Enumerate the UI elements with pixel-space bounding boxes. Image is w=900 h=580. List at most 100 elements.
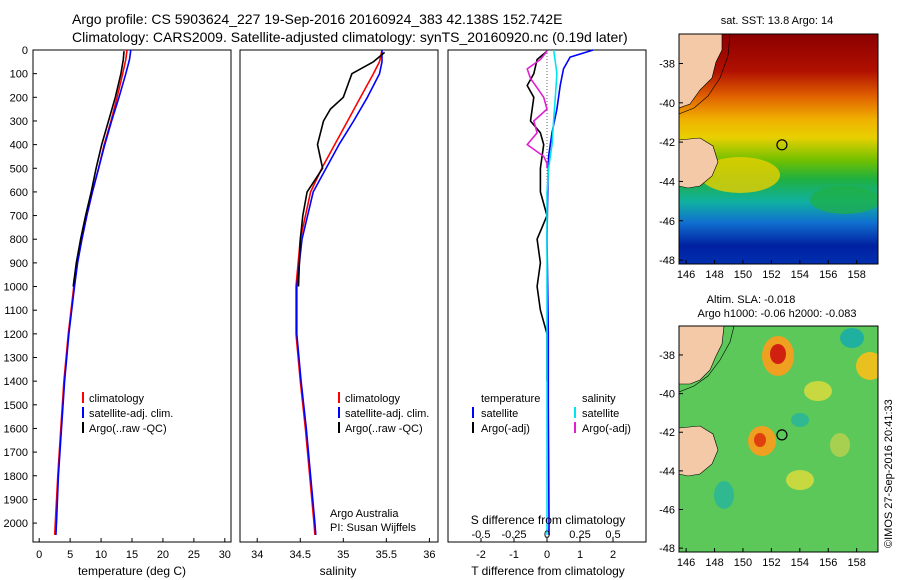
lon-tick-label: 146 bbox=[677, 269, 695, 281]
sla-map-frame bbox=[678, 325, 879, 553]
lat-tick-label: -40 bbox=[659, 389, 675, 401]
legend-label-satellite: satellite-adj. clim. bbox=[89, 408, 173, 420]
sla-land bbox=[679, 326, 725, 385]
x-tick-label: 34.5 bbox=[290, 549, 311, 561]
difference-legend: temperature satellite Argo(-adj) salinit… bbox=[472, 393, 631, 435]
sla-high-4 bbox=[856, 352, 878, 380]
x-tick-label: 20 bbox=[157, 549, 169, 561]
credit-line2: PI: Susan Wijffels bbox=[330, 522, 416, 534]
series-satellite-adj-clim-line bbox=[295, 50, 383, 535]
series-climatology-line bbox=[53, 49, 128, 535]
sla-shelf-contour bbox=[679, 326, 735, 393]
sla-low-2 bbox=[714, 481, 734, 509]
temperature-axes-box bbox=[32, 49, 232, 543]
legend-heading-salinity: salinity bbox=[582, 393, 616, 405]
legend-label-climatology: climatology bbox=[345, 393, 401, 405]
legend-label-t-satellite: satellite bbox=[481, 408, 518, 420]
depth-tick-label: 800 bbox=[10, 234, 28, 246]
imos-timestamp: ©IMOS 27-Sep-2016 20:41:33 bbox=[883, 399, 895, 548]
argo-location-marker bbox=[776, 139, 788, 151]
depth-tick-label: 0 bbox=[22, 45, 28, 57]
x-tick-label: 30 bbox=[219, 549, 231, 561]
sst-map-axes: 146 148 150 152 154 156 158 -38 -40 -42 -44 -46 -48 bbox=[659, 58, 866, 281]
sla-high-6 bbox=[830, 433, 850, 457]
s-tick-label: 0.5 bbox=[605, 529, 620, 541]
s-tick-label: -0.25 bbox=[501, 529, 526, 541]
lat-tick-label: -44 bbox=[659, 466, 675, 478]
s-difference-axis: -0.5 -0.25 0 0.25 0.5 bbox=[472, 529, 621, 541]
sla-high-5 bbox=[786, 470, 814, 490]
difference-panel: -2 -1 0 1 2 -0.5 -0.25 0 0.25 0.5 S difference f… bbox=[447, 49, 647, 578]
s-tick-label: 0 bbox=[544, 529, 550, 541]
credit-line1: Argo Australia bbox=[330, 508, 399, 520]
sst-shelf-contour bbox=[679, 34, 731, 115]
lon-tick-label: 158 bbox=[847, 557, 865, 569]
lat-tick-label: -46 bbox=[659, 505, 675, 517]
lat-tick-label: -44 bbox=[659, 176, 675, 188]
series-argo-raw-qc-line bbox=[297, 51, 386, 287]
x-tick-label: 5 bbox=[67, 549, 73, 561]
temperature-axis: 0 5 10 15 20 25 30 bbox=[36, 538, 231, 561]
figure-title-line2: Climatology: CARS2009. Satellite-adjuste… bbox=[72, 29, 628, 45]
depth-tick-label: 900 bbox=[10, 258, 28, 270]
depth-tick-label: 2000 bbox=[4, 518, 28, 530]
depth-tick-label: 700 bbox=[10, 211, 28, 223]
salinity-panel: 34 34.5 35 35.5 36 salinity climatology sate… bbox=[239, 49, 439, 578]
lon-tick-label: 154 bbox=[791, 557, 809, 569]
lon-tick-label: 148 bbox=[705, 269, 723, 281]
depth-tick-label: 1200 bbox=[4, 329, 28, 341]
salinity-profiles bbox=[295, 49, 386, 535]
depth-tick-label: 600 bbox=[10, 187, 28, 199]
depth-tick-label: 500 bbox=[10, 163, 28, 175]
depth-tick-label: 200 bbox=[10, 92, 28, 104]
lat-tick-label: -48 bbox=[659, 543, 675, 555]
legend-label-t-argo: Argo(-adj) bbox=[481, 423, 530, 435]
series-climatology-line bbox=[295, 49, 383, 535]
lon-tick-label: 150 bbox=[734, 269, 752, 281]
x-tick-label: 2 bbox=[610, 549, 616, 561]
x-tick-label: 15 bbox=[126, 549, 138, 561]
sla-low-1 bbox=[840, 328, 864, 348]
sst-land bbox=[679, 34, 723, 109]
sst-map: sat. SST: 13.8 Argo: 14 146 148 150 152 154 1… bbox=[659, 15, 879, 281]
sla-low-3 bbox=[791, 413, 809, 427]
legend-label-argo: Argo(..raw -QC) bbox=[345, 423, 423, 435]
lon-tick-label: 146 bbox=[677, 557, 695, 569]
difference-axis: -2 -1 0 1 2 bbox=[476, 538, 616, 561]
lon-tick-label: 152 bbox=[762, 557, 780, 569]
sla-map-title-line1: Altim. SLA: -0.018 bbox=[707, 294, 796, 306]
x-tick-label: 36 bbox=[423, 549, 435, 561]
depth-tick-label: 400 bbox=[10, 140, 28, 152]
series-argo-raw-qc-line bbox=[72, 51, 125, 287]
argo-location-marker bbox=[776, 429, 788, 441]
salinity-axis: 34 34.5 35 35.5 36 bbox=[251, 538, 436, 561]
depth-tick-label: 1700 bbox=[4, 447, 28, 459]
temperature-panel: 0100200300400500600700800900100011001200… bbox=[4, 45, 232, 578]
t-difference-axis-label: T difference from climatology bbox=[471, 564, 625, 578]
depth-axis: 0 100 200 300 400 500 600 700 800 900 1000 1100 1200… bbox=[4, 45, 37, 530]
series-satellite-line bbox=[546, 49, 558, 535]
lat-tick-label: -40 bbox=[659, 98, 675, 110]
s-tick-label: 0.25 bbox=[569, 529, 590, 541]
depth-tick-label: 1000 bbox=[4, 282, 28, 294]
depth-tick-label: 1800 bbox=[4, 471, 28, 483]
depth-tick-label: 100 bbox=[10, 69, 28, 81]
depth-tick-label: 1100 bbox=[4, 305, 28, 317]
series-argo-adj-line bbox=[526, 50, 548, 169]
sla-map-title-line2: Argo h1000: -0.06 h2000: -0.083 bbox=[697, 308, 856, 320]
lat-tick-label: -48 bbox=[659, 255, 675, 267]
difference-profiles bbox=[526, 49, 594, 535]
lon-tick-label: 158 bbox=[847, 269, 865, 281]
lat-tick-label: -38 bbox=[659, 58, 675, 70]
sla-high-1-core bbox=[770, 344, 786, 364]
sla-high-2-core bbox=[754, 433, 766, 447]
lon-tick-label: 152 bbox=[762, 269, 780, 281]
sla-map-axes: 146 148 150 152 154 156 158 -38 -40 -42 -44 -46 -48 bbox=[659, 350, 866, 569]
salinity-axes-box bbox=[239, 49, 439, 543]
depth-tick-label: 1900 bbox=[4, 494, 28, 506]
x-tick-label: 0 bbox=[36, 549, 42, 561]
legend-label-argo: Argo(..raw -QC) bbox=[89, 423, 167, 435]
series-argo-adj-line bbox=[526, 50, 548, 382]
series-satellite-adj-clim-line bbox=[55, 49, 132, 535]
lat-tick-label: -42 bbox=[659, 427, 675, 439]
